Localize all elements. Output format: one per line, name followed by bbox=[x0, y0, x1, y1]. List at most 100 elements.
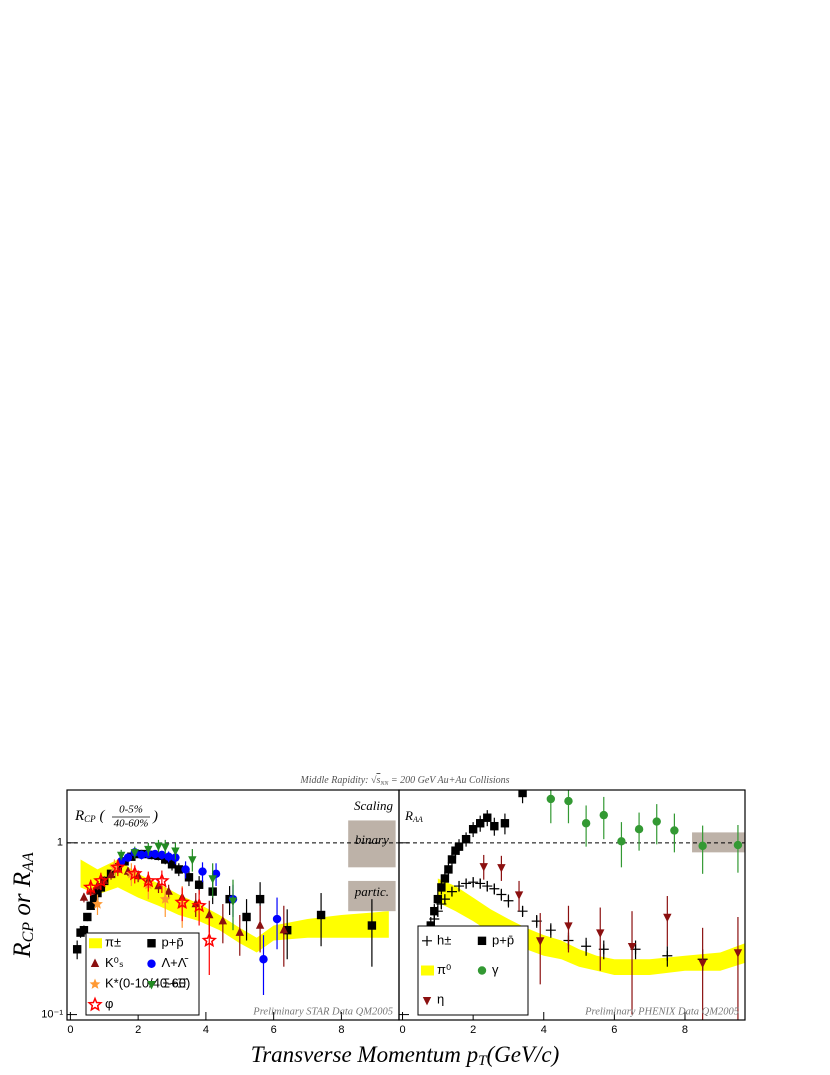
marker-circle bbox=[272, 914, 282, 924]
marker-cross bbox=[482, 881, 493, 892]
legend-label: K⁰ₛ bbox=[105, 955, 124, 970]
marker-square bbox=[447, 855, 457, 864]
marker-circle bbox=[670, 826, 679, 835]
x-tick-label: 0 bbox=[399, 1024, 405, 1036]
legend-label: π⁰ bbox=[437, 962, 451, 977]
marker-triangle bbox=[188, 856, 197, 865]
marker-cross bbox=[468, 877, 479, 888]
marker-square bbox=[433, 894, 443, 904]
marker-triangle bbox=[218, 915, 228, 925]
x-tick-label: 2 bbox=[470, 1024, 476, 1036]
x-tick-label: 4 bbox=[541, 1024, 547, 1036]
label-part: R bbox=[74, 808, 84, 824]
x-axis-label: Transverse Momentum pT(GeV/c) bbox=[251, 1042, 560, 1069]
marker-cross bbox=[662, 950, 673, 961]
marker-cross bbox=[496, 889, 507, 900]
marker-triangle bbox=[164, 886, 173, 895]
marker-triangle bbox=[130, 849, 139, 858]
marker-triangle bbox=[479, 863, 488, 872]
ylabel-part: AA bbox=[20, 852, 37, 873]
legend-label: φ bbox=[105, 996, 113, 1011]
legend-marker bbox=[477, 936, 487, 946]
panel-label: RCP ( bbox=[74, 808, 105, 824]
marker-open-star bbox=[154, 872, 170, 888]
legend-box bbox=[85, 932, 200, 1016]
marker-cross bbox=[475, 878, 486, 889]
marker-square bbox=[461, 834, 471, 844]
legend-swatch bbox=[89, 938, 102, 949]
x-tick-label: 8 bbox=[338, 1024, 344, 1036]
marker-cross bbox=[503, 895, 514, 906]
marker-triangle bbox=[497, 864, 506, 873]
data-note: Preliminary PHENIX Data QM2005 bbox=[584, 1006, 739, 1017]
marker-triangle bbox=[161, 843, 170, 852]
scaling-box bbox=[348, 820, 396, 868]
marker-square bbox=[468, 825, 478, 834]
marker-square bbox=[86, 901, 95, 910]
x-tick-label: 2 bbox=[135, 1024, 141, 1036]
marker-square bbox=[194, 880, 204, 889]
marker-cross bbox=[545, 925, 556, 936]
legend-label: π± bbox=[105, 935, 121, 950]
legend-marker bbox=[147, 981, 156, 990]
marker-open-star bbox=[82, 879, 99, 894]
y-tick-label: 10⁻¹ bbox=[41, 1008, 63, 1020]
marker-circle bbox=[652, 817, 661, 826]
marker-square bbox=[437, 883, 446, 892]
plot-frame bbox=[398, 789, 746, 1021]
marker-square bbox=[79, 925, 89, 935]
title-part: = 200 GeV Au+Au Collisions bbox=[388, 775, 509, 786]
plot-area bbox=[399, 790, 745, 1020]
legend-label: Ξ+Ξ̄ bbox=[162, 976, 188, 991]
label-part: ( bbox=[96, 808, 106, 824]
marker-triangle bbox=[536, 937, 545, 946]
marker-circle bbox=[181, 865, 190, 874]
marker-triangle bbox=[171, 847, 180, 856]
label-part: CP bbox=[84, 814, 96, 824]
marker-open-star bbox=[191, 897, 207, 913]
marker-open-star bbox=[110, 859, 126, 874]
title-part: Middle Rapidity: bbox=[299, 775, 371, 786]
title-part: s bbox=[376, 775, 380, 786]
marker-circle bbox=[546, 794, 556, 804]
x-tick-label: 6 bbox=[271, 1024, 277, 1036]
y-axis-label: RCP or RAA bbox=[9, 852, 37, 959]
legend-marker bbox=[422, 996, 432, 1006]
marker-square bbox=[161, 855, 170, 864]
y-tick-label: 1 bbox=[57, 837, 63, 849]
figure-title: Middle Rapidity: √sNN = 200 GeV Au+Au Co… bbox=[299, 775, 509, 787]
marker-square bbox=[518, 790, 527, 798]
marker-star bbox=[159, 893, 171, 904]
label-paren: ) bbox=[152, 808, 158, 824]
marker-square bbox=[476, 819, 485, 828]
marker-circle bbox=[698, 841, 707, 851]
legend-marker bbox=[87, 996, 103, 1012]
legend-marker bbox=[477, 966, 487, 975]
marker-triangle bbox=[117, 851, 126, 861]
marker-square bbox=[283, 925, 292, 935]
marker-open-star bbox=[201, 932, 218, 948]
plot-area bbox=[67, 820, 399, 996]
marker-square bbox=[316, 910, 326, 920]
marker-triangle bbox=[596, 929, 605, 938]
marker-triangle bbox=[154, 842, 163, 852]
marker-triangle bbox=[100, 875, 109, 885]
marker-circle bbox=[581, 819, 591, 828]
marker-square bbox=[167, 860, 177, 869]
marker-open-star bbox=[174, 894, 190, 909]
marker-triangle bbox=[663, 913, 672, 923]
legend-label: K*(0-10/40-60) bbox=[105, 976, 190, 991]
marker-square bbox=[93, 888, 102, 898]
marker-circle bbox=[259, 955, 268, 964]
marker-triangle bbox=[79, 892, 89, 901]
marker-square bbox=[255, 894, 265, 904]
marker-triangle bbox=[514, 891, 524, 900]
band bbox=[80, 859, 389, 953]
marker-square bbox=[490, 821, 499, 831]
x-tick-label: 8 bbox=[682, 1024, 688, 1036]
marker-circle bbox=[733, 840, 743, 850]
marker-circle bbox=[617, 837, 626, 846]
marker-circle bbox=[150, 849, 160, 859]
legend-label: p+p̄ bbox=[162, 935, 184, 950]
